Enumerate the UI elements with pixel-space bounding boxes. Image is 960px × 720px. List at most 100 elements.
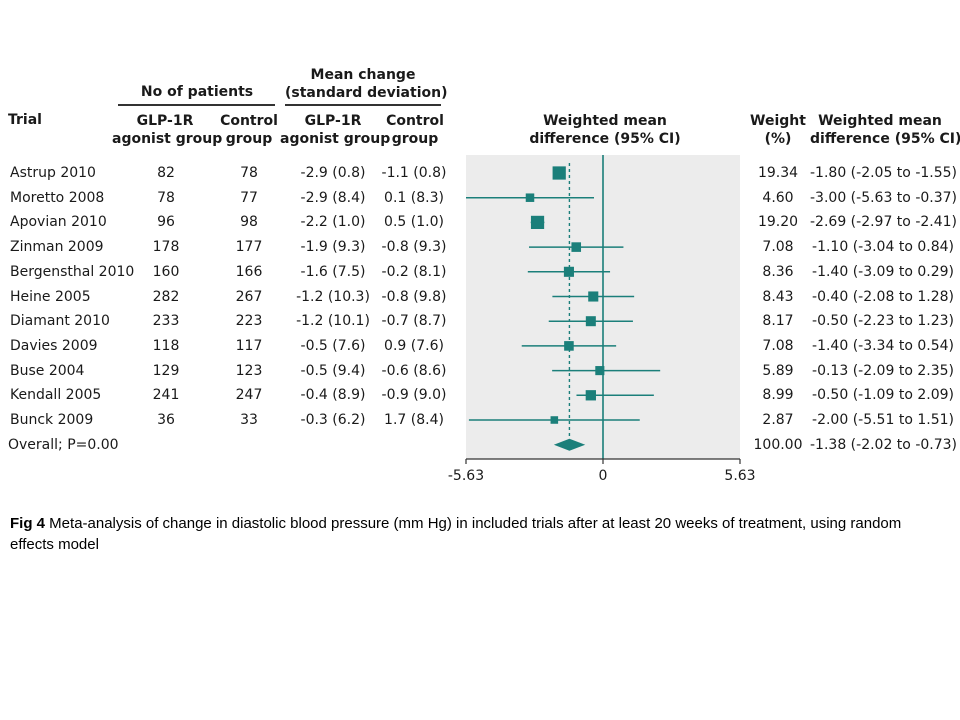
cell-weight: 2.87 [762, 412, 794, 428]
caption-label: Fig 4 [10, 515, 46, 532]
cell-weight: 8.17 [762, 313, 794, 330]
cell-n-control: 98 [240, 214, 258, 231]
header-wmd-col-line2: difference (95% CI) [810, 131, 960, 147]
x-tick-label: 5.63 [724, 468, 755, 484]
cell-n-glp1r: 78 [157, 189, 175, 206]
point-estimate-marker [585, 316, 596, 327]
header-rule-patients [118, 104, 275, 106]
cell-mean-change-control: -1.1 (0.8) [381, 165, 447, 181]
cell-mean-change-glp1r: -0.5 (9.4) [300, 362, 366, 379]
point-estimate-marker [530, 215, 545, 230]
cell-mean-change-glp1r: -0.4 (8.9) [300, 387, 366, 404]
cell-mean-change-control: -0.8 (9.8) [381, 288, 447, 305]
cell-trial: Heine 2005 [10, 288, 91, 305]
point-estimate-marker [525, 193, 535, 202]
cell-n-control: 78 [240, 165, 258, 181]
cell-n-control: 123 [235, 362, 263, 379]
cell-n-control: 166 [235, 263, 263, 280]
cell-wmd: -1.40 (-3.34 to 0.54) [812, 337, 954, 354]
header-rule-mean-change [285, 104, 441, 106]
cell-weight: 7.08 [762, 239, 794, 256]
cell-mean-change-glp1r: -2.9 (0.8) [300, 165, 366, 181]
cell-wmd: -1.80 (-2.05 to -1.55) [810, 165, 957, 181]
cell-mean-change-glp1r: -0.5 (7.6) [300, 337, 366, 354]
cell-weight: 8.99 [762, 387, 794, 404]
point-estimate-marker [588, 291, 599, 302]
header-glp1r-mc-line1: GLP-1R [304, 113, 362, 129]
cell-trial: Moretto 2008 [10, 189, 105, 206]
cell-trial: Zinman 2009 [10, 239, 104, 256]
overall-diamond [553, 438, 586, 451]
cell-mean-change-glp1r: -1.6 (7.5) [300, 263, 366, 280]
cell-n-glp1r: 233 [152, 313, 180, 330]
header-glp1r-n-line2: agonist group [112, 131, 223, 147]
figure-caption: Fig 4 Meta-analysis of change in diastol… [10, 513, 940, 555]
cell-overall-label: Overall; P=0.00 [8, 436, 119, 453]
cell-wmd: -1.10 (-3.04 to 0.84) [812, 239, 954, 256]
cell-wmd: -0.50 (-1.09 to 2.09) [812, 387, 954, 404]
cell-wmd: -1.40 (-3.09 to 0.29) [812, 263, 954, 280]
cell-n-glp1r: 96 [157, 214, 175, 231]
cell-overall-wmd: -1.38 (-2.02 to -0.73) [810, 436, 957, 453]
cell-wmd: -0.13 (-2.09 to 2.35) [812, 362, 954, 379]
cell-n-glp1r: 282 [152, 288, 180, 305]
cell-wmd: -0.50 (-2.23 to 1.23) [812, 313, 954, 330]
cell-trial: Bergensthal 2010 [10, 263, 135, 280]
cell-trial: Diamant 2010 [10, 313, 110, 330]
cell-n-control: 267 [235, 288, 263, 305]
cell-trial: Bunck 2009 [10, 412, 94, 428]
cell-wmd: -3.00 (-5.63 to -0.37) [810, 189, 957, 206]
cell-wmd: -2.69 (-2.97 to -2.41) [810, 214, 957, 231]
cell-mean-change-control: -0.2 (8.1) [381, 263, 447, 280]
cell-trial: Buse 2004 [10, 362, 85, 379]
x-tick-label: -5.63 [448, 468, 484, 484]
cell-weight: 8.43 [762, 288, 794, 305]
cell-n-control: 77 [240, 189, 258, 206]
cell-n-control: 223 [235, 313, 263, 330]
header-wmd-col-line1: Weighted mean [818, 113, 942, 129]
cell-weight: 4.60 [762, 189, 794, 206]
header-patients-group: No of patients [140, 84, 254, 100]
caption-text: Meta-analysis of change in diastolic blo… [10, 515, 902, 553]
cell-weight: 19.20 [757, 214, 799, 231]
cell-trial: Apovian 2010 [10, 214, 107, 231]
cell-weight: 19.34 [757, 165, 799, 181]
header-weight-line1: Weight [750, 113, 806, 129]
point-estimate-marker [550, 416, 559, 424]
point-estimate-marker [563, 266, 574, 277]
cell-n-control: 177 [235, 239, 263, 256]
cell-mean-change-control: 0.9 (7.6) [384, 337, 444, 354]
point-estimate-marker [595, 366, 605, 376]
cell-trial: Davies 2009 [10, 337, 98, 354]
header-weight-line2: (%) [764, 131, 792, 147]
cell-mean-change-glp1r: -2.2 (1.0) [300, 214, 366, 231]
cell-overall-weight: 100.00 [753, 436, 803, 453]
cell-weight: 5.89 [762, 362, 794, 379]
point-estimate-marker [571, 242, 582, 252]
cell-mean-change-glp1r: -1.2 (10.1) [296, 313, 370, 330]
cell-n-glp1r: 118 [152, 337, 180, 354]
header-mean-change-line1: Mean change [310, 67, 416, 83]
cell-mean-change-control: 0.5 (1.0) [384, 214, 444, 231]
cell-n-glp1r: 36 [157, 412, 175, 428]
cell-n-glp1r: 129 [152, 362, 180, 379]
cell-n-control: 33 [240, 412, 258, 428]
cell-weight: 8.36 [762, 263, 794, 280]
header-glp1r-n-line1: GLP-1R [136, 113, 194, 129]
header-control-mc-line2: group [391, 131, 439, 147]
cell-wmd: -0.40 (-2.08 to 1.28) [812, 288, 954, 305]
header-wmd-plot-line2: difference (95% CI) [529, 131, 681, 147]
x-axis-ticks: -5.63 0 5.63 [448, 459, 756, 484]
cell-n-control: 247 [235, 387, 263, 404]
plot-marks [466, 155, 661, 459]
cell-mean-change-glp1r: -1.2 (10.3) [296, 288, 370, 305]
cell-wmd: -2.00 (-5.51 to 1.51) [812, 412, 954, 428]
cell-mean-change-control: 1.7 (8.4) [384, 412, 444, 428]
header-mean-change-line2: (standard deviation) [285, 85, 448, 101]
cell-trial: Astrup 2010 [10, 165, 96, 181]
header-trial: Trial [8, 112, 42, 128]
header-control-n-line1: Control [220, 113, 278, 129]
cell-mean-change-control: -0.7 (8.7) [381, 313, 447, 330]
cell-n-glp1r: 241 [152, 387, 180, 404]
cell-weight: 7.08 [762, 337, 794, 354]
